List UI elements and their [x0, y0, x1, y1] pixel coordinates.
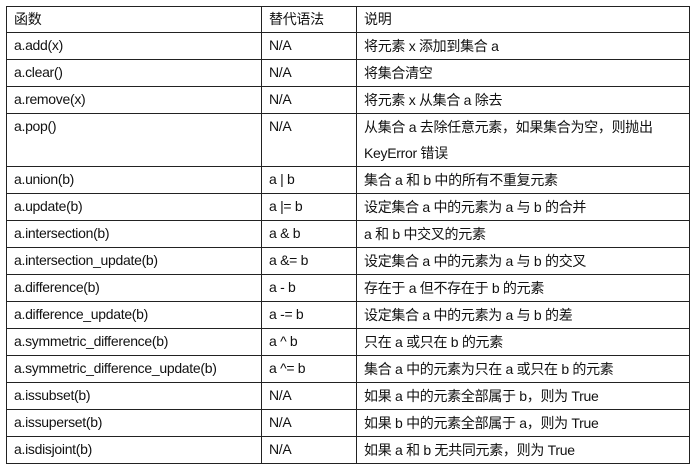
- description-cell: 设定集合 a 中的元素为 a 与 b 的交叉: [356, 247, 690, 275]
- table-row: a.update(b) a |= b 设定集合 a 中的元素为 a 与 b 的合并: [6, 193, 690, 221]
- description-cell: 如果 a 中的元素全部属于 b，则为 True: [356, 382, 690, 410]
- description-cell: 如果 b 中的元素全部属于 a，则为 True: [356, 409, 690, 437]
- description-cell: 设定集合 a 中的元素为 a 与 b 的合并: [356, 193, 690, 221]
- header-row: 函数 替代语法 说明: [6, 6, 690, 33]
- alt-syntax-cell: N/A: [261, 59, 357, 87]
- description-cell: 集合 a 中的元素为只在 a 或只在 b 的元素: [356, 355, 690, 383]
- alt-syntax-cell: N/A: [261, 32, 357, 60]
- alt-syntax-cell: a |= b: [261, 193, 357, 221]
- table-row: a.issubset(b) N/A 如果 a 中的元素全部属于 b，则为 True: [6, 382, 690, 410]
- description-cell: 集合 a 和 b 中的所有不重复元素: [356, 166, 690, 194]
- table-row: a.clear() N/A 将集合清空: [6, 59, 690, 87]
- set-methods-table: 函数 替代语法 说明 a.add(x) N/A 将元素 x 添加到集合 a a.cle…: [6, 6, 690, 464]
- table-row: a.difference(b) a - b 存在于 a 但不存在于 b 的元素: [6, 274, 690, 302]
- alt-syntax-cell: N/A: [261, 382, 357, 410]
- description-cell: 将元素 x 从集合 a 除去: [356, 86, 690, 114]
- table-row: a.symmetric_difference_update(b) a ^= b 集合…: [6, 355, 690, 383]
- description-cell: a 和 b 中交叉的元素: [356, 220, 690, 248]
- alt-syntax-cell: a -= b: [261, 301, 357, 329]
- alt-syntax-cell: N/A: [261, 436, 357, 464]
- description-cell: 存在于 a 但不存在于 b 的元素: [356, 274, 690, 302]
- function-cell: a.update(b): [6, 193, 262, 221]
- header-alt-syntax: 替代语法: [261, 6, 357, 33]
- alt-syntax-cell: a ^= b: [261, 355, 357, 383]
- table-row: a.intersection_update(b) a &= b 设定集合 a 中的元…: [6, 247, 690, 275]
- table-row: a.isdisjoint(b) N/A 如果 a 和 b 无共同元素，则为 True: [6, 436, 690, 464]
- function-cell: a.difference_update(b): [6, 301, 262, 329]
- table-row: a.symmetric_difference(b) a ^ b 只在 a 或只在 b…: [6, 328, 690, 356]
- function-cell: a.union(b): [6, 166, 262, 194]
- table-row: a.pop() N/A 从集合 a 去除任意元素，如果集合为空，则抛出 KeyErr…: [6, 113, 690, 167]
- function-cell: a.remove(x): [6, 86, 262, 114]
- description-cell: 从集合 a 去除任意元素，如果集合为空，则抛出 KeyError 错误: [356, 113, 690, 167]
- alt-syntax-cell: a - b: [261, 274, 357, 302]
- alt-syntax-cell: a ^ b: [261, 328, 357, 356]
- function-cell: a.issubset(b): [6, 382, 262, 410]
- function-cell: a.symmetric_difference_update(b): [6, 355, 262, 383]
- function-cell: a.clear(): [6, 59, 262, 87]
- header-description: 说明: [356, 6, 690, 33]
- alt-syntax-cell: a & b: [261, 220, 357, 248]
- description-cell: 如果 a 和 b 无共同元素，则为 True: [356, 436, 690, 464]
- table-row: a.add(x) N/A 将元素 x 添加到集合 a: [6, 32, 690, 60]
- function-cell: a.pop(): [6, 113, 262, 167]
- description-cell: 只在 a 或只在 b 的元素: [356, 328, 690, 356]
- description-cell: 设定集合 a 中的元素为 a 与 b 的差: [356, 301, 690, 329]
- function-cell: a.symmetric_difference(b): [6, 328, 262, 356]
- alt-syntax-cell: N/A: [261, 409, 357, 437]
- description-cell: 将元素 x 添加到集合 a: [356, 32, 690, 60]
- alt-syntax-cell: a | b: [261, 166, 357, 194]
- function-cell: a.difference(b): [6, 274, 262, 302]
- function-cell: a.intersection_update(b): [6, 247, 262, 275]
- table-row: a.union(b) a | b 集合 a 和 b 中的所有不重复元素: [6, 166, 690, 194]
- function-cell: a.issuperset(b): [6, 409, 262, 437]
- table-row: a.difference_update(b) a -= b 设定集合 a 中的元素为…: [6, 301, 690, 329]
- table-row: a.issuperset(b) N/A 如果 b 中的元素全部属于 a，则为 Tru…: [6, 409, 690, 437]
- alt-syntax-cell: N/A: [261, 86, 357, 114]
- alt-syntax-cell: a &= b: [261, 247, 357, 275]
- function-cell: a.isdisjoint(b): [6, 436, 262, 464]
- function-cell: a.add(x): [6, 32, 262, 60]
- table-row: a.remove(x) N/A 将元素 x 从集合 a 除去: [6, 86, 690, 114]
- header-function: 函数: [6, 6, 262, 33]
- alt-syntax-cell: N/A: [261, 113, 357, 167]
- function-cell: a.intersection(b): [6, 220, 262, 248]
- description-cell: 将集合清空: [356, 59, 690, 87]
